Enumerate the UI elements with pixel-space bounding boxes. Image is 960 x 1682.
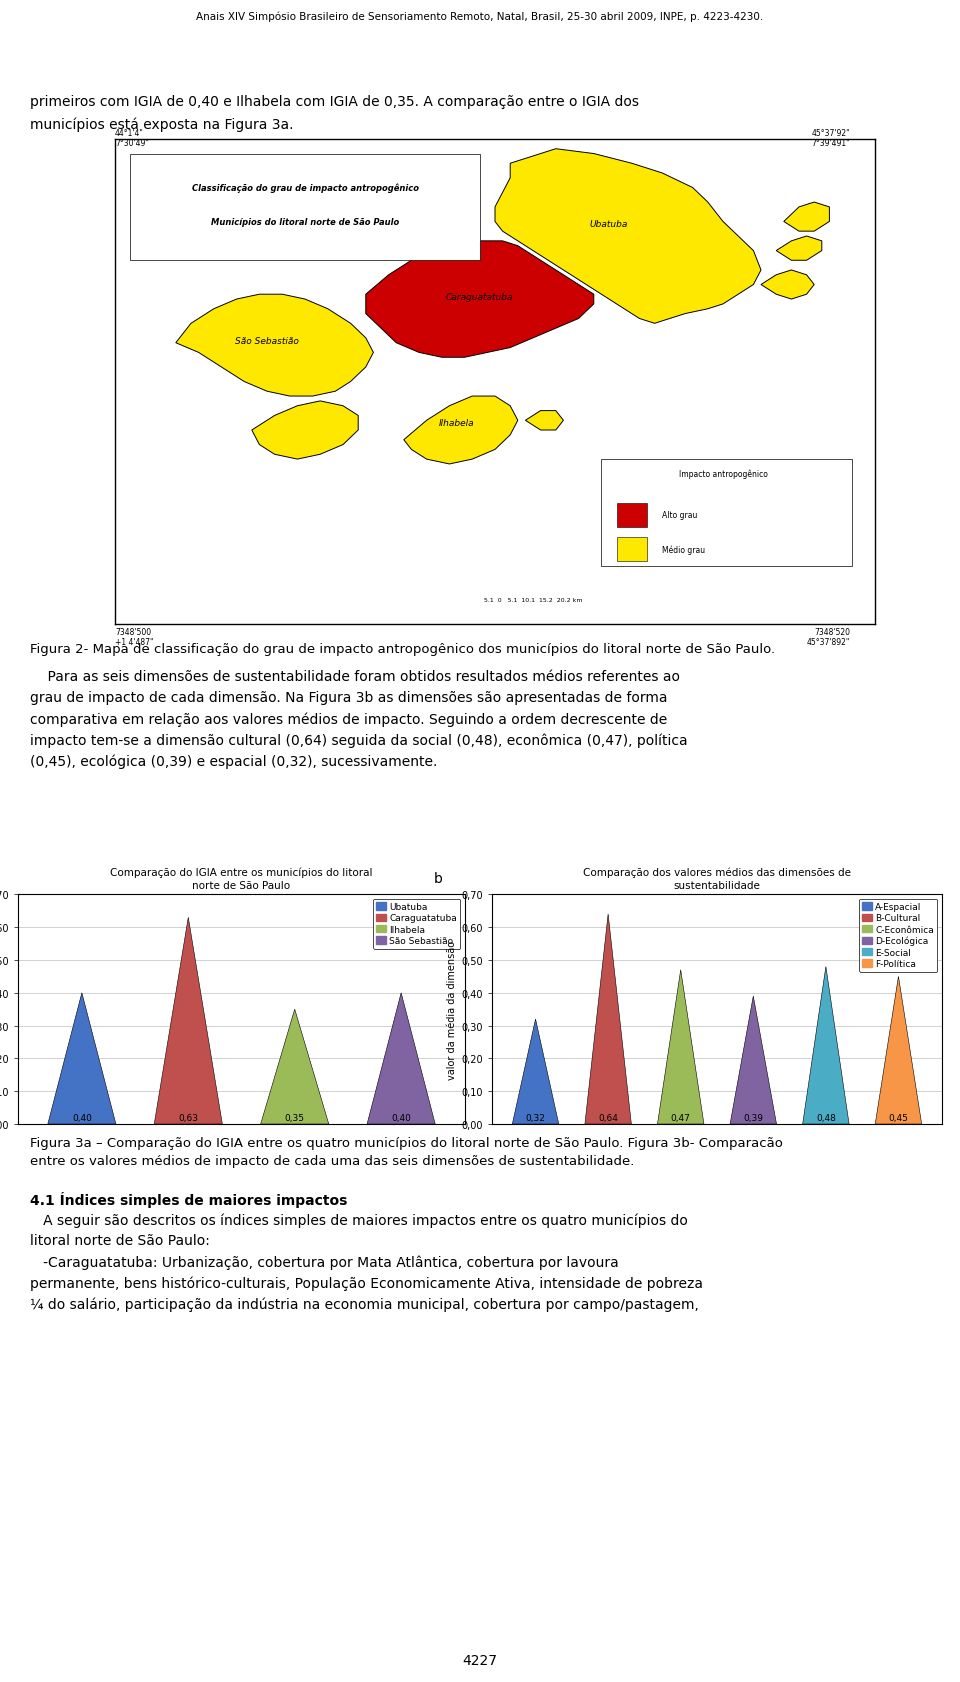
Legend: A-Espacial, B-Cultural, C-Econômica, D-Ecológica, E-Social, F-Política: A-Espacial, B-Cultural, C-Econômica, D-E… [859, 898, 938, 972]
Polygon shape [48, 992, 116, 1124]
Text: permanente, bens histórico-culturais, População Economicamente Ativa, intensidad: permanente, bens histórico-culturais, Po… [30, 1275, 703, 1290]
Text: Para as seis dimensões de sustentabilidade foram obtidos resultados médios refer: Para as seis dimensões de sustentabilida… [30, 669, 680, 683]
Text: 7°39'491": 7°39'491" [811, 140, 850, 148]
Text: Municípios do litoral norte de São Paulo: Municípios do litoral norte de São Paulo [211, 219, 399, 227]
Text: Anais XIV Simpósio Brasileiro de Sensoriamento Remoto, Natal, Brasil, 25-30 abri: Anais XIV Simpósio Brasileiro de Sensori… [197, 12, 763, 22]
Polygon shape [777, 237, 822, 261]
Text: 0,47: 0,47 [671, 1113, 690, 1122]
Bar [616, 537, 647, 562]
Text: 4227: 4227 [463, 1653, 497, 1667]
Text: 0,45: 0,45 [889, 1113, 908, 1122]
Polygon shape [176, 294, 373, 397]
Text: 0,40: 0,40 [72, 1113, 92, 1122]
Polygon shape [367, 992, 435, 1124]
Text: 0,63: 0,63 [179, 1113, 199, 1122]
Bar [131, 155, 480, 261]
Text: 0,32: 0,32 [526, 1113, 545, 1122]
Polygon shape [404, 397, 517, 464]
Text: comparativa em relação aos valores médios de impacto. Seguindo a ordem decrescen: comparativa em relação aos valores médio… [30, 711, 667, 727]
Polygon shape [252, 402, 358, 459]
Text: 44°1'4": 44°1'4" [115, 130, 144, 138]
Polygon shape [658, 971, 704, 1124]
Bar [601, 459, 852, 567]
Bar [616, 503, 647, 528]
Text: impacto tem-se a dimensão cultural (0,64) seguida da social (0,48), econômica (0: impacto tem-se a dimensão cultural (0,64… [30, 733, 687, 747]
Text: 0,35: 0,35 [285, 1113, 304, 1122]
Text: grau de impacto de cada dimensão. Na Figura 3b as dimensões são apresentadas de : grau de impacto de cada dimensão. Na Fig… [30, 691, 667, 705]
Polygon shape [261, 1009, 328, 1124]
Text: Alto grau: Alto grau [662, 511, 698, 520]
Text: 0,64: 0,64 [598, 1113, 618, 1122]
Text: 5.1  0   5.1  10.1  15.2  20.2 km: 5.1 0 5.1 10.1 15.2 20.2 km [484, 597, 583, 602]
Text: municípios está exposta na Figura 3a.: municípios está exposta na Figura 3a. [30, 118, 294, 133]
Text: -Caraguatatuba: Urbanização, cobertura por Mata Atlântica, cobertura por lavoura: -Caraguatatuba: Urbanização, cobertura p… [30, 1255, 619, 1268]
Polygon shape [585, 915, 632, 1124]
Legend: Ubatuba, Caraguatatuba, Ilhabela, São Sebastião: Ubatuba, Caraguatatuba, Ilhabela, São Se… [372, 898, 461, 949]
Text: 4.1 Índices simples de maiores impactos: 4.1 Índices simples de maiores impactos [30, 1191, 348, 1208]
Polygon shape [366, 242, 594, 358]
Text: 7°30'49": 7°30'49" [115, 140, 149, 148]
Text: entre os valores médios de impacto de cada uma das seis dimensões de sustentabil: entre os valores médios de impacto de ca… [30, 1154, 635, 1167]
Text: São Sebastião: São Sebastião [235, 336, 299, 345]
Y-axis label: valor da média da dimensão: valor da média da dimensão [447, 940, 457, 1078]
Text: Impacto antropogênico: Impacto antropogênico [679, 469, 767, 479]
Text: 7348'520: 7348'520 [814, 627, 850, 636]
Text: primeiros com IGIA de 0,40 e Ilhabela com IGIA de 0,35. A comparação entre o IGI: primeiros com IGIA de 0,40 e Ilhabela co… [30, 94, 639, 109]
Polygon shape [761, 271, 814, 299]
Polygon shape [730, 996, 777, 1124]
Polygon shape [495, 150, 761, 325]
Text: 0,39: 0,39 [743, 1113, 763, 1122]
Polygon shape [876, 977, 922, 1124]
Text: litoral norte de São Paulo:: litoral norte de São Paulo: [30, 1233, 210, 1248]
Text: 7348'500: 7348'500 [115, 627, 151, 636]
Polygon shape [513, 1019, 559, 1124]
Text: Classificação do grau de impacto antropogênico: Classificação do grau de impacto antropo… [191, 183, 419, 193]
Text: 45°37'892": 45°37'892" [806, 637, 850, 646]
Text: Figura 3a – Comparação do IGIA entre os quatro municípios do litoral norte de Sã: Figura 3a – Comparação do IGIA entre os … [30, 1137, 782, 1149]
Polygon shape [155, 918, 223, 1124]
Polygon shape [525, 412, 564, 431]
Title: Comparação dos valores médios das dimensões de
sustentabilidade: Comparação dos valores médios das dimens… [583, 868, 851, 891]
Text: A seguir são descritos os índices simples de maiores impactos entre os quatro mu: A seguir são descritos os índices simple… [30, 1213, 688, 1226]
Text: Ubatuba: Ubatuba [589, 220, 628, 229]
Text: Caraguatatuba: Caraguatatuba [446, 293, 514, 301]
Text: (0,45), ecológica (0,39) e espacial (0,32), sucessivamente.: (0,45), ecológica (0,39) e espacial (0,3… [30, 754, 438, 769]
Text: Figura 2- Mapa de classificação do grau de impacto antropogênico dos municípios : Figura 2- Mapa de classificação do grau … [30, 643, 775, 656]
Text: 0,40: 0,40 [392, 1113, 411, 1122]
Text: +1 4'487": +1 4'487" [115, 637, 154, 646]
Text: 0,48: 0,48 [816, 1113, 836, 1122]
Text: b: b [434, 871, 443, 885]
Polygon shape [803, 967, 849, 1124]
Title: Comparação do IGIA entre os municípios do litoral
norte de São Paulo: Comparação do IGIA entre os municípios d… [110, 868, 372, 891]
Polygon shape [783, 204, 829, 232]
Text: 45°37'92": 45°37'92" [811, 130, 850, 138]
Text: Ilhabela: Ilhabela [439, 419, 475, 427]
Text: Médio grau: Médio grau [662, 545, 706, 555]
Text: ¼ do salário, participação da indústria na economia municipal, cobertura por cam: ¼ do salário, participação da indústria … [30, 1297, 699, 1310]
